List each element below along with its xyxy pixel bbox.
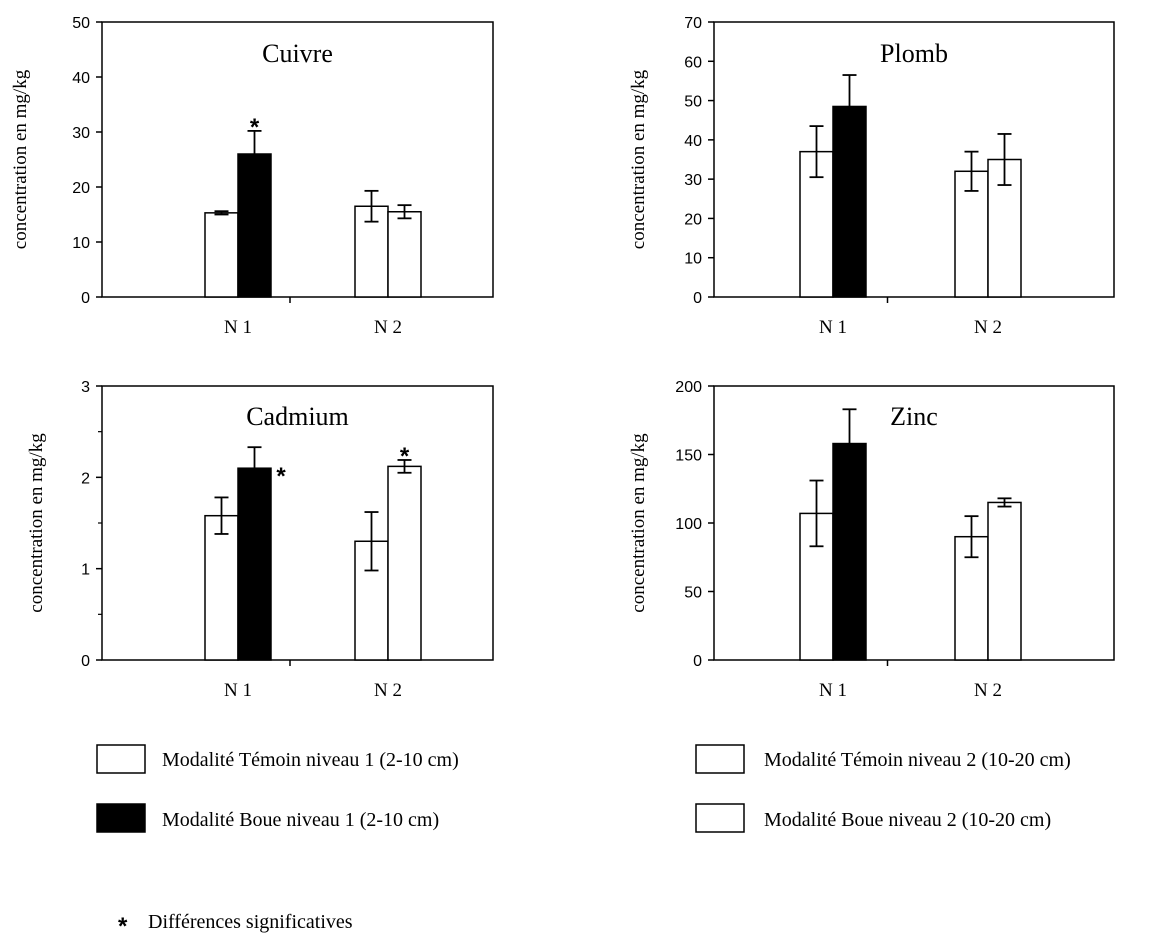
y-tick-label: 0 <box>81 290 90 307</box>
y-tick-label: 20 <box>72 180 90 197</box>
x-category-label: N 2 <box>974 680 1002 701</box>
significance-marker: * <box>276 463 286 490</box>
y-tick-label: 150 <box>675 448 702 465</box>
x-category-label: N 2 <box>374 317 402 338</box>
x-category-label: N 1 <box>819 680 847 701</box>
y-tick-label: 3 <box>81 379 90 396</box>
legend-label-temoin-n2: Modalité Témoin niveau 2 (10-20 cm) <box>764 749 1071 771</box>
significance-marker: * <box>250 114 260 141</box>
error-bar <box>214 210 229 216</box>
legend-swatch-boue-n2 <box>695 803 745 833</box>
bar <box>204 514 239 661</box>
error-bar <box>842 74 857 139</box>
legend-label-boue-n2: Modalité Boue niveau 2 (10-20 cm) <box>764 809 1051 831</box>
error-bar <box>397 204 412 220</box>
y-tick-label: 40 <box>72 70 90 87</box>
panel-title: Plomb <box>880 39 948 68</box>
panel-zinc: 0 50 100 150 200 N 1 N 2 Zinc concentration en m… <box>628 379 1115 701</box>
y-tick-label: 70 <box>684 15 702 32</box>
x-category-label: N 1 <box>819 317 847 338</box>
legend-significance-label: Différences significatives <box>148 911 353 933</box>
error-bar <box>964 515 979 559</box>
legend-swatch-temoin-n2 <box>695 744 745 774</box>
y-tick-label: 50 <box>72 15 90 32</box>
x-category-label: N 1 <box>224 317 252 338</box>
y-tick-label: 50 <box>684 585 702 602</box>
error-bar <box>364 189 379 223</box>
bar <box>387 211 422 298</box>
legend-swatch-boue-n1 <box>96 803 146 833</box>
y-tick-label: 1 <box>81 562 90 579</box>
y-axis-label: concentration en mg/kg <box>10 69 31 249</box>
panel-plomb: 0 10 20 30 40 50 60 70 N 1 N 2 Plomb concentration … <box>628 15 1115 338</box>
legend: Modalité Témoin niveau 1 (2-10 cm) Modal… <box>96 744 1071 940</box>
y-tick-label: 0 <box>693 653 702 670</box>
panel-title: Cadmium <box>246 402 349 431</box>
y-tick-label: 0 <box>693 290 702 307</box>
y-tick-label: 30 <box>684 172 702 189</box>
y-tick-label: 2 <box>81 470 90 487</box>
y-axis-label: concentration en mg/kg <box>628 69 649 249</box>
y-tick-label: 60 <box>684 54 702 71</box>
y-axis-label: concentration en mg/kg <box>26 433 47 613</box>
error-bar <box>997 133 1012 186</box>
y-tick-label: 200 <box>675 379 702 396</box>
bar <box>832 442 867 661</box>
bar <box>204 212 239 298</box>
error-bar <box>364 511 379 572</box>
error-bar <box>247 446 262 491</box>
error-bar <box>809 125 824 179</box>
significance-marker: * <box>400 443 410 470</box>
x-category-label: N 1 <box>224 680 252 701</box>
error-bar <box>964 150 979 192</box>
y-tick-label: 10 <box>684 251 702 268</box>
y-tick-label: 30 <box>72 125 90 142</box>
bar <box>987 501 1022 661</box>
plot-frame <box>713 21 1115 298</box>
error-bar <box>997 497 1012 508</box>
y-tick-label: 0 <box>81 653 90 670</box>
bar <box>237 153 272 298</box>
panel-title: Cuivre <box>262 39 333 68</box>
y-tick-label: 40 <box>684 133 702 150</box>
error-bar <box>842 408 857 479</box>
y-tick-label: 100 <box>675 516 702 533</box>
bar <box>387 465 422 661</box>
y-tick-label: 10 <box>72 235 90 252</box>
error-bar <box>247 129 262 179</box>
bar <box>832 105 867 298</box>
x-category-label: N 2 <box>974 317 1002 338</box>
error-bar <box>397 459 412 474</box>
error-bar <box>809 479 824 548</box>
legend-label-boue-n1: Modalité Boue niveau 1 (2-10 cm) <box>162 809 439 831</box>
plot-frame <box>101 21 494 298</box>
x-category-label: N 2 <box>374 680 402 701</box>
y-axis-label: concentration en mg/kg <box>628 433 649 613</box>
legend-swatch-temoin-n1 <box>96 744 146 774</box>
error-bar <box>214 496 229 535</box>
legend-label-temoin-n1: Modalité Témoin niveau 1 (2-10 cm) <box>162 749 459 771</box>
panel-cuivre: 0 10 20 30 40 50 N 1 N 2 * Cuivre concentration en… <box>10 15 494 338</box>
y-tick-label: 20 <box>684 211 702 228</box>
panel-cadmium: 0 1 2 3 N 1 N 2 * * Cadmium concentration en mg/k… <box>26 379 494 701</box>
bar <box>237 467 272 661</box>
y-tick-label: 50 <box>684 94 702 111</box>
legend-significance-star: * <box>118 913 128 940</box>
panel-title: Zinc <box>890 402 938 431</box>
